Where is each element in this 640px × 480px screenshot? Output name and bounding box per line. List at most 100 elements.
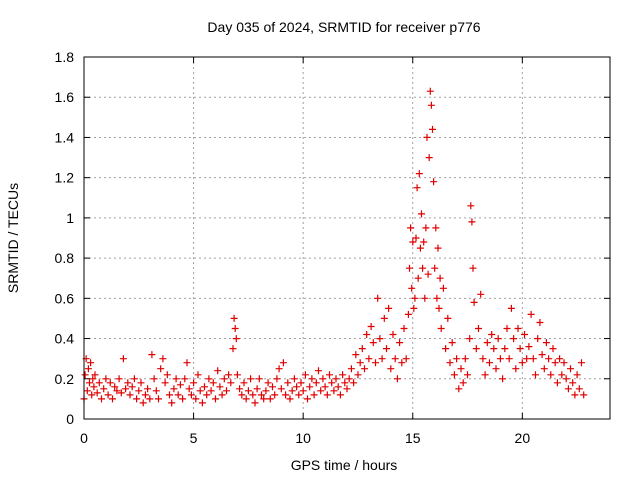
data-point	[542, 339, 550, 347]
data-point	[560, 359, 568, 367]
y-tick-label: 0.4	[55, 331, 75, 347]
data-point	[556, 355, 564, 363]
data-point	[117, 389, 125, 397]
data-point	[312, 379, 320, 387]
data-point	[499, 375, 507, 383]
data-point	[166, 391, 173, 399]
data-point	[98, 395, 105, 403]
data-point	[308, 375, 316, 383]
data-point	[83, 387, 91, 395]
data-point	[258, 391, 265, 399]
data-point	[453, 355, 461, 363]
data-point	[269, 383, 276, 391]
data-point	[84, 365, 92, 373]
data-point	[181, 375, 189, 383]
data-point	[412, 234, 420, 242]
data-point	[494, 335, 502, 343]
data-point	[426, 87, 434, 95]
data-point	[277, 385, 285, 393]
data-point	[90, 383, 98, 391]
data-point	[354, 371, 362, 379]
y-tick-label: 0	[66, 411, 74, 427]
data-point	[488, 331, 496, 338]
data-point	[372, 359, 379, 367]
data-point	[231, 325, 239, 332]
data-point	[194, 371, 202, 379]
data-point	[423, 133, 431, 141]
data-point	[328, 379, 336, 387]
data-point	[521, 331, 528, 338]
data-point	[406, 264, 413, 272]
data-point	[446, 359, 454, 367]
data-point	[88, 391, 96, 399]
data-point	[436, 274, 444, 282]
data-point	[534, 335, 542, 343]
data-point	[383, 345, 390, 353]
data-point	[152, 387, 160, 395]
data-point	[255, 375, 263, 383]
data-point	[225, 371, 233, 379]
data-point	[431, 264, 439, 272]
data-point	[516, 345, 524, 353]
data-point	[102, 375, 110, 383]
data-point	[135, 387, 143, 395]
data-point	[306, 383, 314, 391]
data-point	[385, 304, 393, 312]
data-point	[341, 379, 349, 387]
data-point	[126, 391, 134, 399]
data-point	[378, 355, 386, 363]
data-point	[310, 391, 318, 399]
data-point	[89, 375, 97, 383]
data-point	[238, 391, 246, 399]
data-point	[352, 351, 360, 359]
data-point	[183, 359, 191, 367]
data-point	[558, 371, 566, 379]
data-point	[470, 298, 478, 306]
data-point	[288, 387, 296, 395]
data-point	[266, 395, 274, 403]
data-point	[433, 294, 441, 302]
data-point	[564, 385, 572, 393]
data-point	[130, 375, 138, 383]
data-point	[297, 379, 305, 387]
data-point	[419, 264, 427, 272]
data-point	[490, 345, 498, 353]
data-point	[240, 379, 248, 387]
data-point	[336, 391, 344, 399]
data-point	[413, 184, 421, 192]
data-point	[376, 335, 384, 343]
data-point	[146, 395, 154, 403]
data-point	[457, 365, 465, 373]
data-point	[356, 359, 364, 367]
data-point	[450, 371, 458, 379]
data-point	[358, 345, 366, 353]
data-point	[536, 319, 544, 326]
data-point	[229, 345, 237, 353]
data-point	[319, 375, 327, 383]
data-point	[467, 202, 475, 210]
data-point	[416, 244, 424, 252]
data-point	[203, 391, 211, 399]
data-point	[187, 391, 195, 399]
data-points	[80, 87, 588, 407]
data-point	[409, 238, 417, 246]
data-point	[479, 355, 487, 363]
data-point	[115, 375, 123, 383]
data-point	[326, 371, 333, 379]
data-point	[207, 387, 215, 395]
data-point	[387, 365, 395, 373]
data-point	[518, 359, 526, 367]
y-tick-label: 1.8	[55, 49, 75, 65]
data-point	[442, 345, 450, 353]
data-point	[332, 375, 340, 383]
data-point	[95, 379, 103, 387]
data-point	[185, 385, 193, 393]
data-point	[418, 210, 425, 218]
data-point	[422, 224, 430, 232]
data-point	[253, 385, 261, 393]
data-point	[347, 365, 355, 373]
data-point	[437, 325, 445, 332]
plot-frame	[83, 56, 611, 420]
data-point	[575, 385, 583, 393]
data-point	[111, 383, 119, 391]
